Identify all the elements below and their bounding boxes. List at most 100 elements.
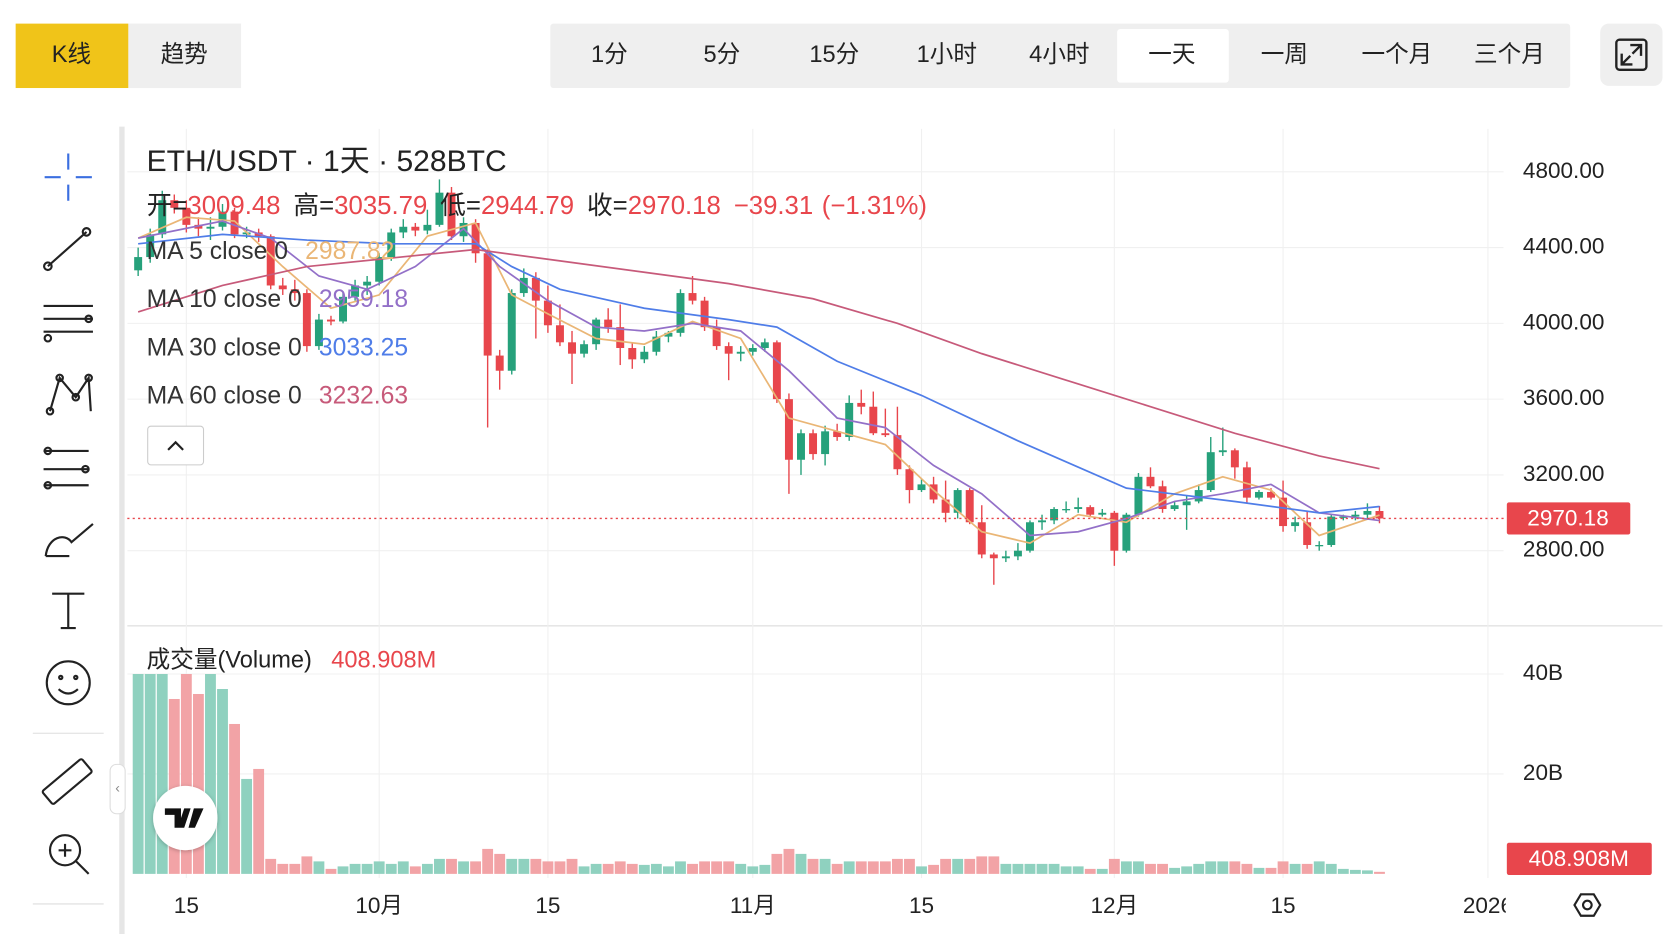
volume-bar	[663, 866, 674, 874]
volume-bar	[1374, 871, 1385, 874]
interval-label[interactable]: 5分	[703, 41, 740, 68]
y-tick-label: 4000.00	[1523, 309, 1604, 334]
interval-label[interactable]: 1分	[591, 41, 628, 68]
candle-body	[266, 236, 275, 286]
candle-body	[519, 277, 528, 294]
volume-bar	[265, 858, 277, 874]
candle-body	[1134, 476, 1143, 515]
panel-handle[interactable]	[109, 763, 126, 815]
candle-body	[375, 257, 384, 282]
legend-text: 低=	[440, 191, 481, 220]
candle-body	[784, 399, 793, 460]
volume-bar	[867, 861, 879, 874]
volume-bar	[289, 863, 301, 874]
candle-body	[182, 207, 191, 225]
mode-label[interactable]: K线	[52, 41, 91, 68]
candle-body	[1098, 512, 1107, 515]
candle-body	[1339, 516, 1348, 518]
candle-body	[1158, 486, 1167, 510]
volume-bar	[494, 853, 506, 874]
candle-body	[736, 351, 745, 354]
interval-bar	[550, 23, 1571, 89]
volume-bar	[542, 861, 554, 874]
mode-tab-active[interactable]	[15, 23, 129, 89]
volume-bar	[446, 858, 457, 874]
grid	[127, 128, 1504, 879]
volume-bar	[554, 861, 566, 874]
legend-text: MA 30 close 0	[147, 334, 302, 361]
volume-bar	[337, 866, 349, 874]
collapse-icon	[167, 440, 184, 451]
legend-text: 2987.82	[305, 238, 394, 265]
candle-body	[158, 200, 167, 235]
fullscreen-button[interactable]	[1600, 23, 1663, 86]
interval-label[interactable]: 一周	[1261, 42, 1308, 68]
legend-text: 3035.79	[334, 192, 427, 220]
candle-body	[206, 226, 215, 229]
candle-body	[1050, 509, 1059, 521]
volume-bar	[458, 861, 469, 874]
interval-label[interactable]: 三个月	[1474, 42, 1545, 68]
candle-body	[1267, 491, 1275, 498]
volume-bar	[434, 858, 445, 874]
candle-body	[531, 277, 540, 301]
y-tick-label: 4800.00	[1523, 158, 1604, 183]
interval-label[interactable]: 1小时	[917, 41, 977, 68]
volume-bar	[1193, 863, 1205, 874]
candle-body	[905, 469, 914, 491]
x-tick-label: 11月	[730, 893, 776, 918]
interval-label[interactable]: 4小时	[1029, 41, 1089, 68]
candle-body	[1062, 509, 1071, 511]
volume-tick-label: 40B	[1523, 660, 1563, 685]
candle-body	[1315, 545, 1324, 547]
volume-bar	[759, 864, 771, 874]
legend-text: 开=	[147, 192, 188, 220]
volume-bar	[723, 861, 735, 874]
candle-body	[447, 192, 456, 237]
collapse-button[interactable]	[147, 425, 205, 466]
candle-body	[929, 484, 938, 500]
candle-body	[1170, 505, 1179, 510]
mode-tab[interactable]	[128, 23, 242, 89]
candle-body	[628, 347, 637, 360]
volume-bar	[747, 866, 759, 874]
candle-body	[1110, 512, 1119, 551]
candle-body	[483, 253, 492, 356]
candle-body	[1351, 514, 1360, 517]
volume-bar	[1337, 868, 1349, 874]
interval-label[interactable]: 15分	[809, 41, 859, 68]
candle-body	[1230, 450, 1239, 468]
x-tick-label: 12月	[1091, 893, 1139, 918]
volume-bar	[205, 674, 216, 874]
interval-label[interactable]: 一个月	[1361, 42, 1432, 68]
mode-label[interactable]: 趋势	[161, 41, 208, 68]
candle-body	[170, 200, 179, 208]
candle-body	[1279, 497, 1288, 527]
volume-bar	[180, 674, 192, 874]
volume-bar	[1181, 866, 1193, 874]
legend-text: 2970.18	[628, 192, 721, 220]
candle-body	[616, 327, 625, 348]
candle-body	[1375, 511, 1384, 519]
volume-bar	[1096, 868, 1108, 874]
candle-body	[1206, 452, 1215, 491]
ma-line	[137, 220, 1380, 537]
settings-icon[interactable]	[1573, 893, 1602, 917]
candle-body	[772, 342, 781, 400]
candle-body	[134, 257, 143, 271]
x-tick-label: 15	[1271, 893, 1296, 918]
volume-bar	[1229, 861, 1241, 874]
volume-bar	[940, 858, 952, 874]
interval-label[interactable]: 一天	[1148, 42, 1195, 68]
volume-bar	[1060, 866, 1072, 874]
volume-bar	[409, 866, 421, 874]
volume-bar	[518, 858, 530, 874]
volume-bar	[313, 861, 325, 874]
volume-bar	[650, 863, 662, 874]
last-price-label: 2970.18	[1527, 505, 1608, 530]
volume-bar	[807, 858, 819, 874]
chart-title: ETH/USDT · 1天 · 528BTC	[147, 145, 507, 178]
candle-body	[363, 281, 372, 286]
candle-body	[568, 342, 576, 354]
